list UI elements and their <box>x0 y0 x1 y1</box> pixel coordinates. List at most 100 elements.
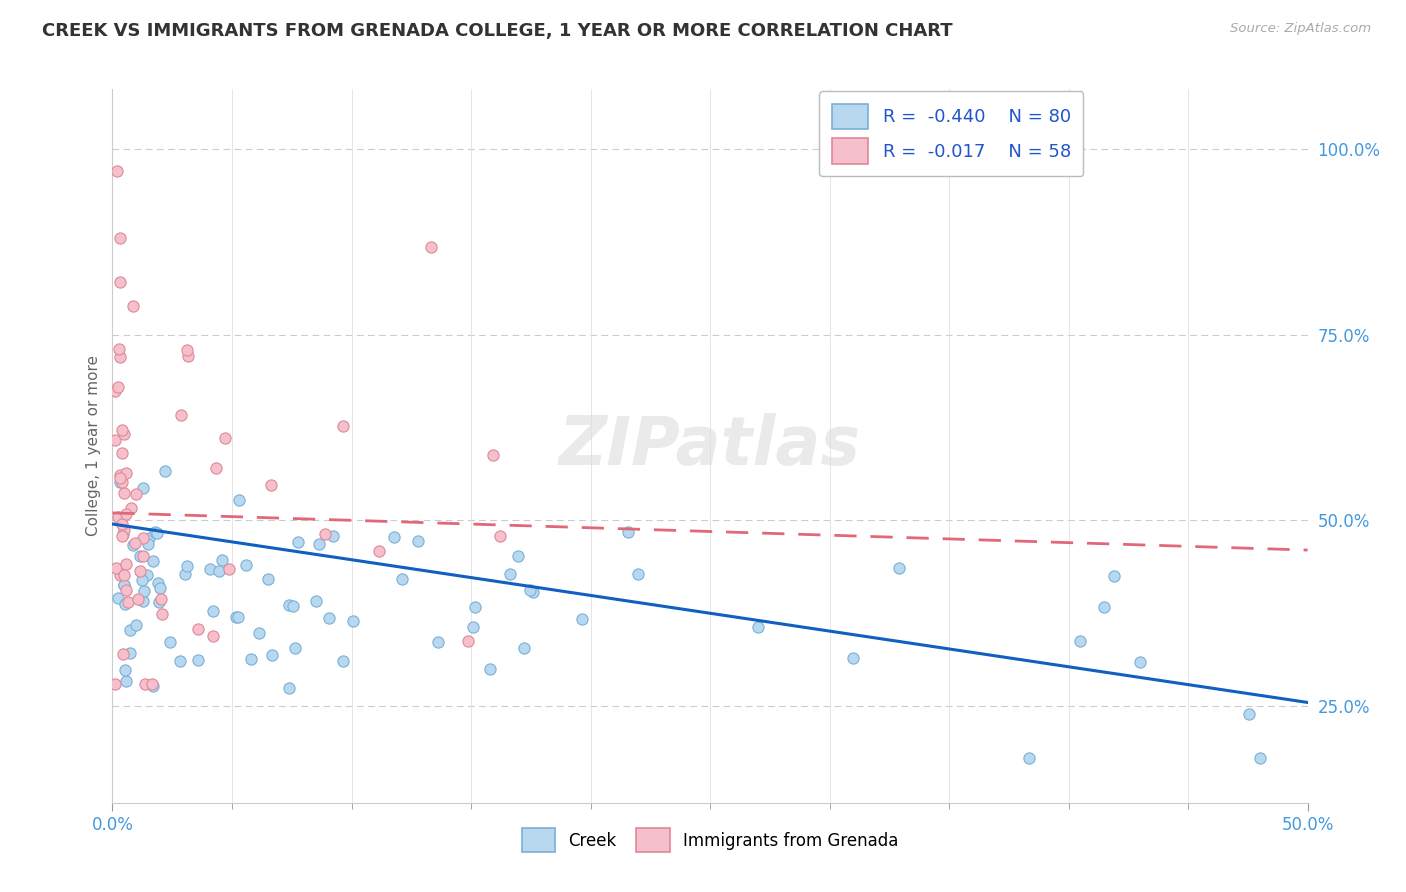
Point <box>114 597 136 611</box>
Point <box>112 524 135 538</box>
Point <box>214 431 236 445</box>
Point <box>318 610 340 624</box>
Point <box>277 598 299 612</box>
Point <box>187 653 209 667</box>
Point <box>146 576 169 591</box>
Point <box>391 572 413 586</box>
Point <box>224 609 246 624</box>
Point <box>108 276 131 290</box>
Point <box>136 536 159 550</box>
Point <box>278 681 301 695</box>
Point <box>1249 751 1271 765</box>
Point <box>104 677 127 691</box>
Point <box>128 549 150 563</box>
Point <box>108 470 131 484</box>
Point <box>627 566 650 581</box>
Point <box>138 531 160 545</box>
Point <box>132 549 155 563</box>
Text: ZIPatlas: ZIPatlas <box>560 413 860 479</box>
Point <box>260 648 283 663</box>
Point <box>108 231 131 245</box>
Point <box>112 486 135 500</box>
Point <box>176 559 198 574</box>
Point <box>332 418 354 433</box>
Point <box>127 591 149 606</box>
Point <box>107 379 129 393</box>
Legend: Creek, Immigrants from Grenada: Creek, Immigrants from Grenada <box>515 822 905 859</box>
Point <box>481 448 503 462</box>
Point <box>114 508 136 522</box>
Point <box>120 500 142 515</box>
Point <box>146 526 169 541</box>
Point <box>176 343 198 358</box>
Point <box>132 481 155 495</box>
Point <box>148 595 170 609</box>
Point <box>132 593 155 607</box>
Point <box>287 534 309 549</box>
Point <box>104 561 127 575</box>
Point <box>125 617 148 632</box>
Point <box>110 350 132 364</box>
Point <box>208 565 231 579</box>
Point <box>136 568 159 582</box>
Point <box>489 529 512 543</box>
Point <box>108 468 131 483</box>
Point <box>115 557 138 571</box>
Point <box>1018 751 1040 765</box>
Point <box>170 409 193 423</box>
Point <box>842 650 865 665</box>
Point <box>322 529 344 543</box>
Point <box>419 240 441 254</box>
Point <box>616 525 638 540</box>
Y-axis label: College, 1 year or more: College, 1 year or more <box>86 356 101 536</box>
Point <box>149 582 172 596</box>
Point <box>169 654 191 668</box>
Point <box>226 610 249 624</box>
Point <box>1102 569 1125 583</box>
Point <box>508 549 530 564</box>
Point <box>235 558 257 572</box>
Point <box>406 534 429 549</box>
Point <box>228 492 250 507</box>
Point <box>111 423 134 437</box>
Point <box>107 591 129 605</box>
Point <box>111 647 134 661</box>
Point <box>211 553 233 567</box>
Point <box>187 622 209 636</box>
Text: Source: ZipAtlas.com: Source: ZipAtlas.com <box>1230 22 1371 36</box>
Point <box>426 635 449 649</box>
Point <box>281 599 304 613</box>
Point <box>513 641 536 656</box>
Point <box>124 536 146 550</box>
Point <box>107 343 129 357</box>
Point <box>201 629 224 643</box>
Point <box>174 567 197 582</box>
Point <box>218 562 240 576</box>
Point <box>314 527 336 541</box>
Point <box>111 516 134 531</box>
Point <box>111 475 134 489</box>
Point <box>131 574 153 588</box>
Point <box>332 654 354 668</box>
Text: CREEK VS IMMIGRANTS FROM GRENADA COLLEGE, 1 YEAR OR MORE CORRELATION CHART: CREEK VS IMMIGRANTS FROM GRENADA COLLEGE… <box>42 22 953 40</box>
Point <box>887 561 910 575</box>
Point <box>249 625 271 640</box>
Point <box>112 578 135 592</box>
Point <box>239 652 262 666</box>
Point <box>308 537 330 551</box>
Point <box>284 641 307 656</box>
Point <box>111 446 134 460</box>
Point <box>122 299 145 313</box>
Point <box>111 528 134 542</box>
Point <box>1129 655 1152 669</box>
Point <box>115 466 138 480</box>
Point <box>478 662 501 676</box>
Point <box>129 564 152 578</box>
Point <box>118 646 141 660</box>
Point <box>143 524 166 539</box>
Point <box>747 620 769 634</box>
Point <box>104 433 127 447</box>
Point <box>205 460 228 475</box>
Point <box>122 538 145 552</box>
Point <box>117 595 139 609</box>
